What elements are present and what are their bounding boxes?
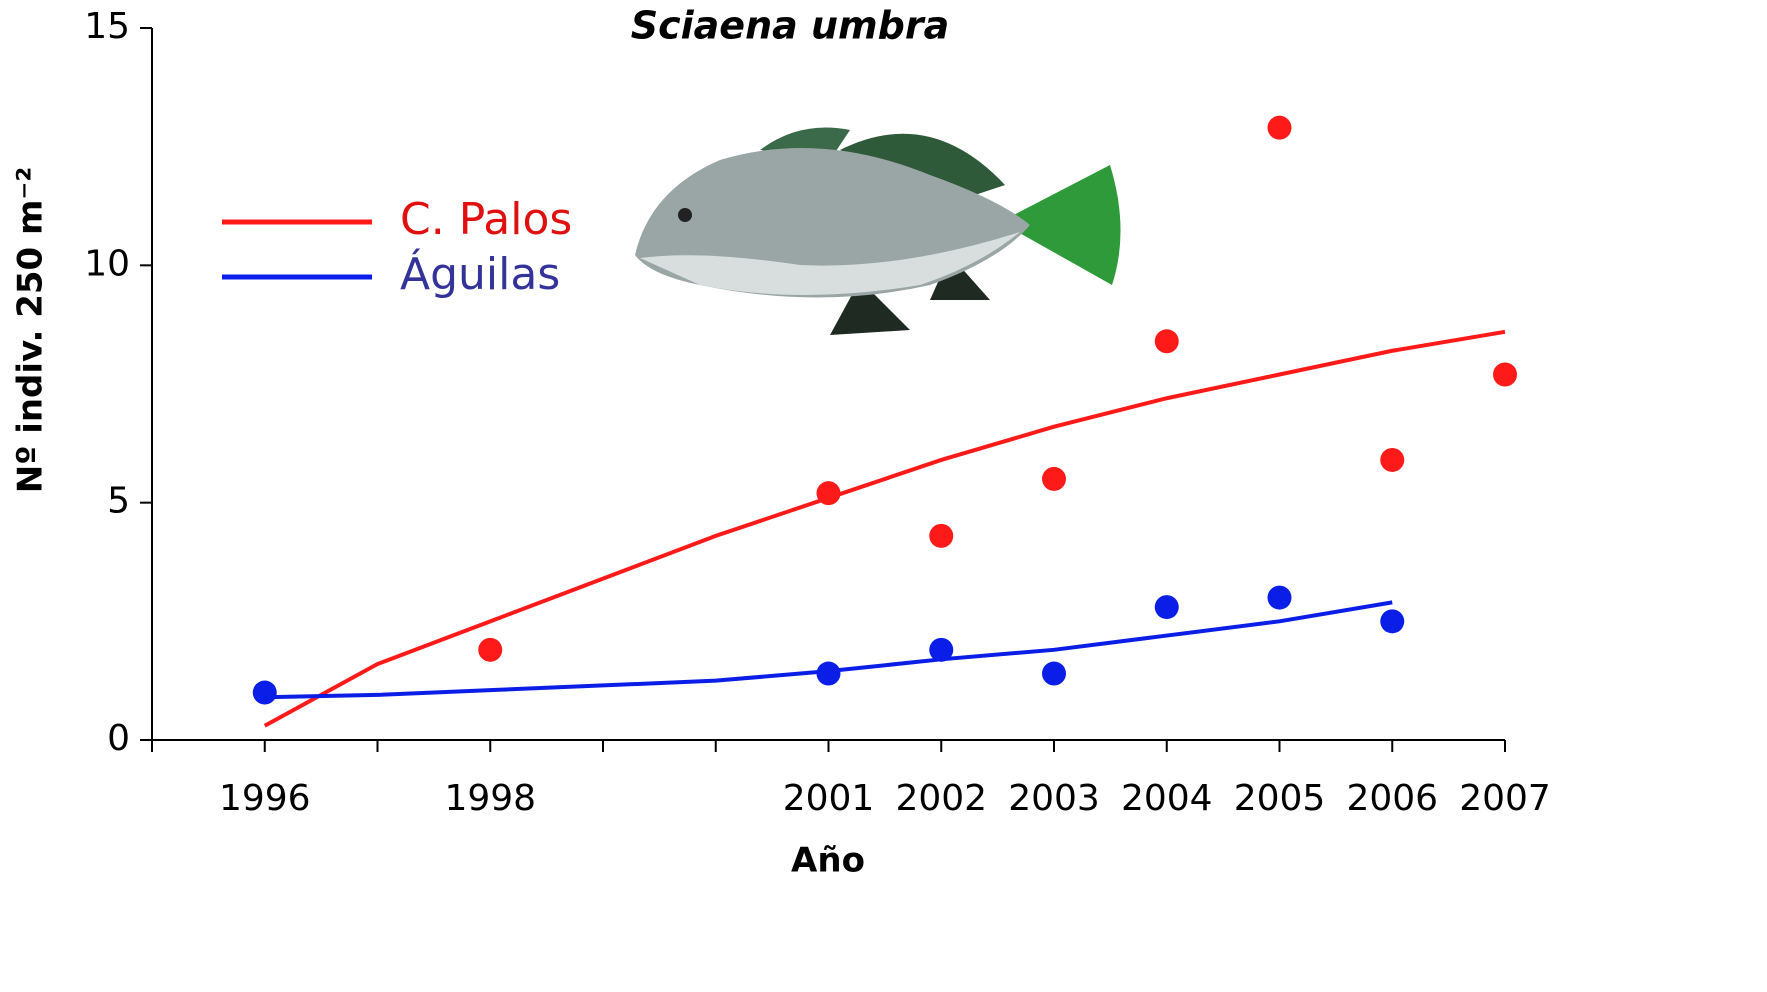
y-axis-label: Nº indiv. 250 m⁻² [11,167,51,494]
x-tick-label: 2001 [783,778,875,819]
x-tick-label: 2003 [1008,778,1100,819]
data-point [1042,661,1066,686]
data-point [929,637,954,662]
x-tick-label: 2004 [1121,778,1213,819]
x-tick-label: 2006 [1346,778,1438,819]
data-point [816,481,841,506]
y-tick-label: 10 [84,243,130,284]
x-tick-label: 2007 [1459,778,1551,819]
x-tick-label: 1998 [444,778,536,819]
data-point [1380,609,1405,634]
x-tick-label: 2002 [895,778,987,819]
y-tick-label: 5 [107,481,130,522]
x-tick-label: 2005 [1234,778,1326,819]
data-point [1493,362,1517,387]
data-point [478,637,503,662]
y-tick-label: 15 [84,6,130,47]
data-point [929,523,954,548]
y-tick-label: 0 [107,718,130,759]
data-point [1154,595,1179,620]
fish-illustration [635,127,1121,335]
legend-label: Águilas [400,247,560,300]
data-point [252,680,277,705]
data-point [1267,115,1292,140]
x-tick-label: 1996 [219,778,311,819]
data-point [1380,447,1405,472]
trend-line [263,329,1506,728]
data-point [1042,466,1066,491]
data-point [1154,329,1179,354]
x-axis-label: Año [791,841,865,881]
legend-label: C. Palos [400,194,572,245]
data-point [1267,585,1292,610]
data-point [816,661,841,686]
chart-title: Sciaena umbra [631,4,950,48]
